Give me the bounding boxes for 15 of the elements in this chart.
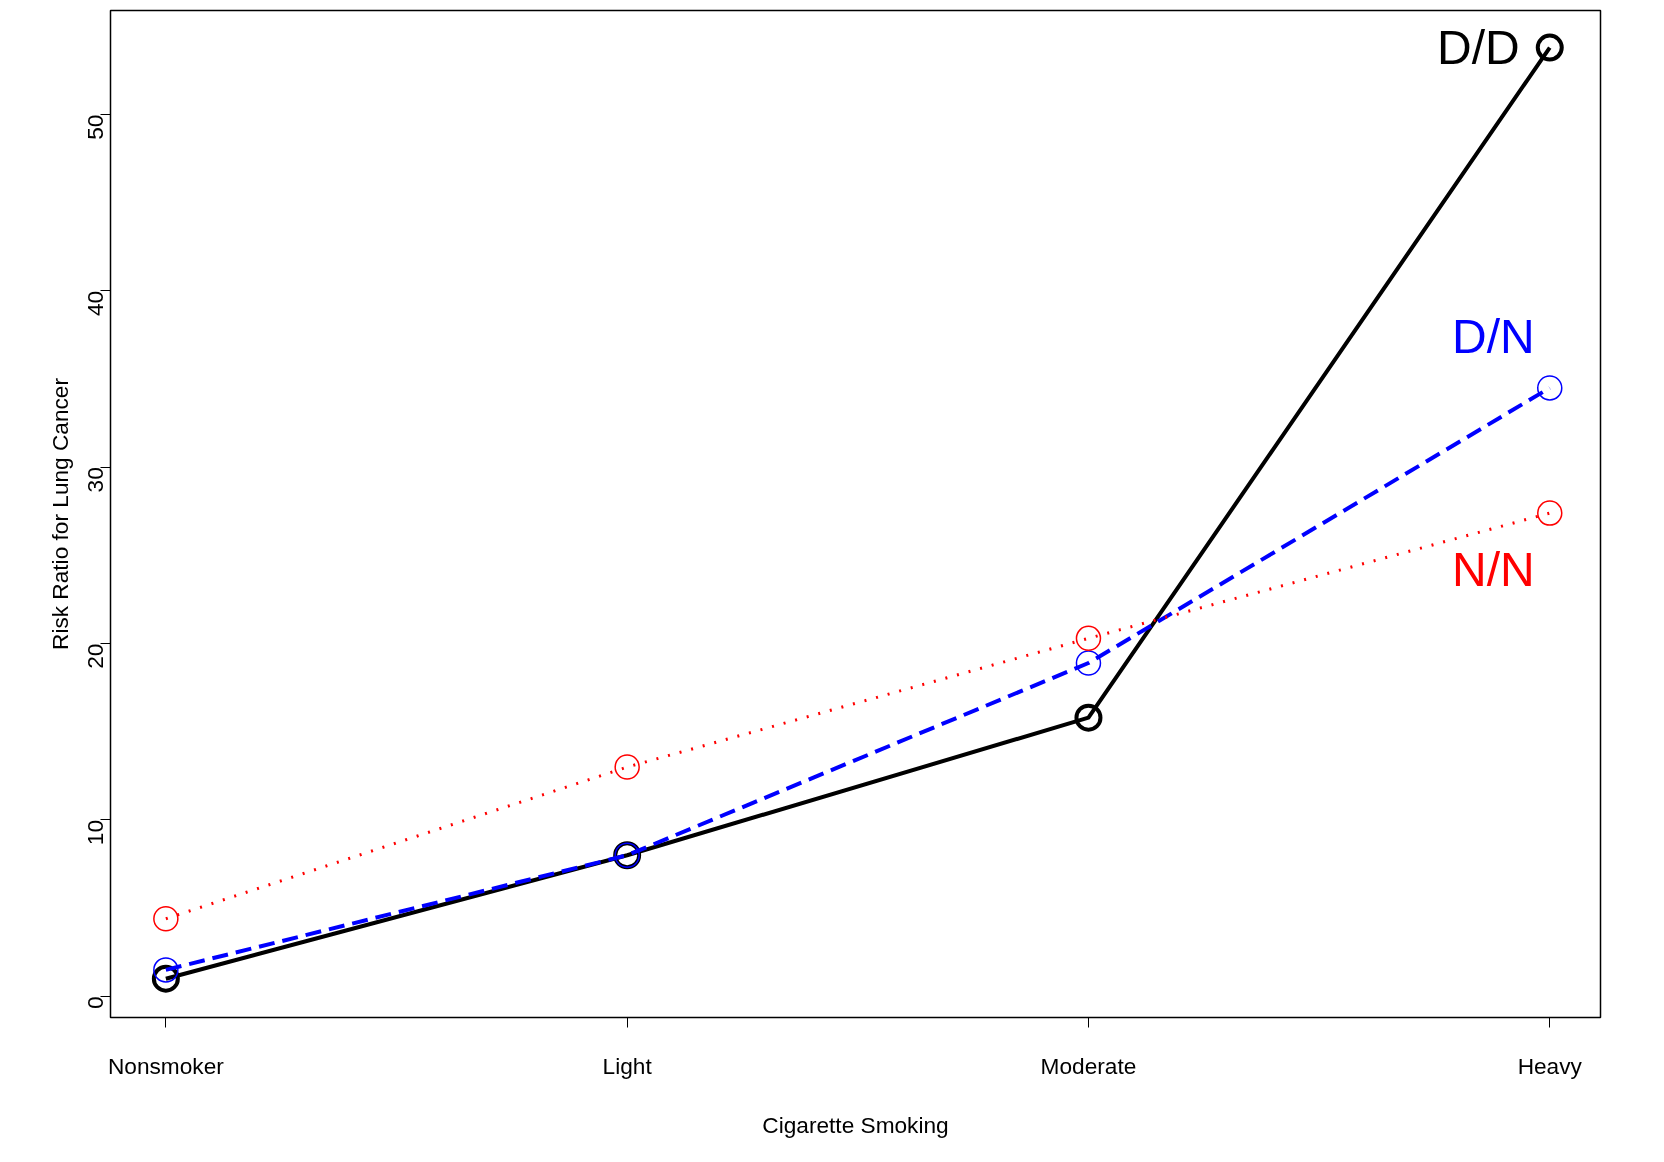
y-tick-label: 20 — [82, 643, 108, 669]
x-tick-label: Moderate — [1040, 1052, 1137, 1079]
series-label: D/D — [1437, 21, 1520, 75]
x-tick-label: Nonsmoker — [107, 1052, 225, 1079]
y-axis-title: Risk Ratio for Lung Cancer — [46, 377, 73, 650]
x-axis-title: Cigarette Smoking — [762, 1111, 949, 1138]
x-tick-label: Light — [602, 1052, 653, 1079]
series-label: D/N — [1452, 309, 1535, 363]
y-tick-label: 50 — [82, 114, 108, 140]
series-label: N/N — [1452, 543, 1535, 597]
y-tick-label: 30 — [82, 467, 108, 493]
y-tick-label: 0 — [82, 996, 108, 1009]
x-tick-label: Heavy — [1517, 1052, 1583, 1079]
y-tick-label: 40 — [82, 290, 108, 317]
y-tick-label: 10 — [82, 819, 108, 846]
